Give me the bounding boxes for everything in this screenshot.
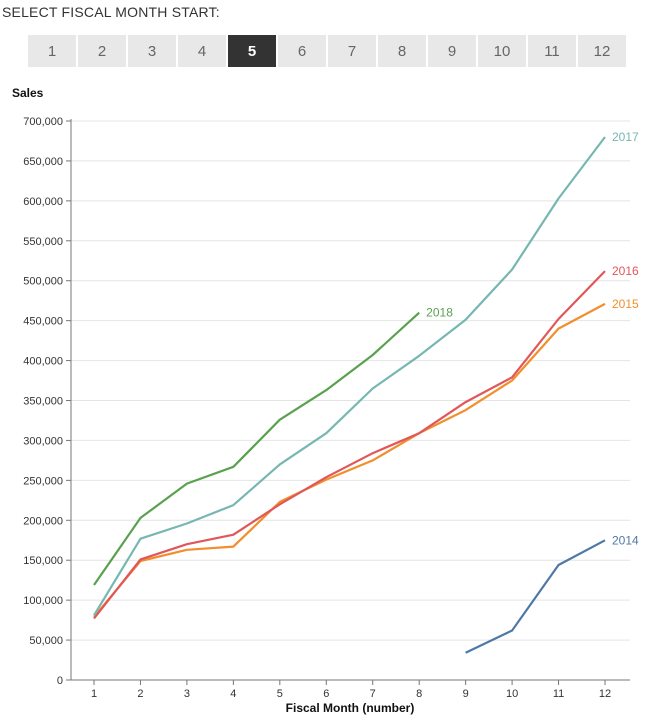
y-tick-label: 400,000 — [23, 356, 63, 368]
x-tick-label: 10 — [506, 688, 518, 700]
y-tick-label: 150,000 — [23, 555, 63, 567]
series-line-2014 — [465, 539, 606, 654]
fiscal-month-selector: 1 2 3 4 5 6 7 8 9 10 11 12 — [28, 35, 626, 67]
y-tick-label: 200,000 — [23, 515, 63, 527]
month-button-12[interactable]: 12 — [578, 35, 626, 67]
x-tick-label: 3 — [184, 688, 190, 700]
x-tick-label: 5 — [277, 688, 283, 700]
series-label-2016: 2016 — [612, 264, 639, 278]
x-tick-label: 4 — [230, 688, 236, 700]
x-tick-label: 11 — [553, 688, 564, 700]
month-button-9[interactable]: 9 — [428, 35, 476, 67]
x-tick-label: 1 — [91, 688, 97, 700]
y-tick-label: 500,000 — [23, 276, 63, 288]
y-tick-label: 650,000 — [23, 156, 63, 168]
x-tick-label: 7 — [370, 688, 376, 700]
y-tick-label: 700,000 — [23, 116, 63, 128]
month-button-1[interactable]: 1 — [28, 35, 76, 67]
series-line-2015 — [93, 302, 606, 618]
axes: 0 50,000 100,000 150,000 200,000 250,000 300,0… — [23, 116, 630, 700]
y-tick-label: 300,000 — [23, 435, 63, 447]
series-line-2017 — [93, 136, 606, 616]
y-tick-label: 350,000 — [23, 396, 63, 408]
month-button-5[interactable]: 5 — [228, 35, 276, 67]
month-button-8[interactable]: 8 — [378, 35, 426, 67]
x-tick-label: 6 — [323, 688, 329, 700]
fiscal-month-selector-title: SELECT FISCAL MONTH START: — [2, 4, 220, 20]
gridlines — [71, 120, 630, 641]
series-label-2015: 2015 — [612, 297, 639, 311]
x-tick-label: 2 — [137, 688, 143, 700]
month-button-3[interactable]: 3 — [128, 35, 176, 67]
y-tick-label: 50,000 — [29, 635, 63, 647]
series-label-2017: 2017 — [612, 130, 639, 144]
month-button-11[interactable]: 11 — [528, 35, 576, 67]
month-button-10[interactable]: 10 — [478, 35, 526, 67]
series-line-2016 — [93, 270, 606, 620]
month-button-7[interactable]: 7 — [328, 35, 376, 67]
y-tick-label: 250,000 — [23, 475, 63, 487]
x-tick-label: 8 — [416, 688, 422, 700]
x-tick-label: 12 — [599, 688, 611, 700]
month-button-6[interactable]: 6 — [278, 35, 326, 67]
series-label-2018: 2018 — [426, 306, 453, 320]
y-axis-title: Sales — [12, 86, 44, 100]
series-labels: 2014 2015 2016 2017 2018 — [426, 130, 639, 547]
series-lines — [93, 136, 606, 654]
y-tick-label: 0 — [57, 675, 63, 687]
y-tick-label: 600,000 — [23, 196, 63, 208]
series-label-2014: 2014 — [612, 533, 639, 547]
y-tick-label: 550,000 — [23, 236, 63, 248]
y-tick-label: 450,000 — [23, 316, 63, 328]
series-line-2018 — [93, 311, 420, 586]
y-tick-label: 100,000 — [23, 595, 63, 607]
x-tick-label: 9 — [463, 688, 469, 700]
x-axis-title: Fiscal Month (number) — [286, 701, 415, 715]
month-button-2[interactable]: 2 — [78, 35, 126, 67]
month-button-4[interactable]: 4 — [178, 35, 226, 67]
